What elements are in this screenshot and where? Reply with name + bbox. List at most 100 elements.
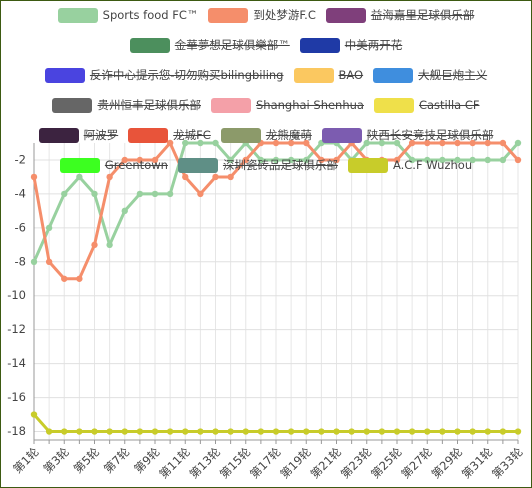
legend-swatch: [177, 157, 218, 173]
legend-label: 益海嘉里足球俱乐部: [370, 8, 475, 22]
x-tick-label: 第31轮: [459, 444, 496, 481]
series-point: [257, 156, 265, 164]
legend-swatch: [325, 7, 366, 23]
series-point: [30, 258, 38, 265]
legend-swatch: [57, 7, 98, 23]
series-point: [514, 156, 522, 164]
series-point: [333, 428, 340, 435]
legend-label: 深圳瓷砖品足球俱乐部: [222, 158, 338, 172]
series-point: [484, 156, 491, 164]
series-point: [227, 173, 234, 181]
series-point: [408, 428, 416, 435]
legend-label: 龙熊魔萌: [265, 128, 312, 142]
series-point: [393, 139, 401, 147]
series-point: [454, 156, 461, 164]
series-point: [424, 156, 431, 164]
series-point: [363, 139, 370, 147]
series-point: [499, 139, 507, 147]
x-tick-label: 第1轮: [10, 444, 42, 476]
series-point: [469, 139, 476, 147]
legend-label: 阿波罗: [83, 128, 119, 142]
series-point: [227, 428, 234, 435]
series-point: [408, 156, 416, 164]
series-point: [439, 139, 446, 147]
legend-item[interactable]: 阿波罗: [38, 127, 119, 143]
series-point: [76, 428, 83, 435]
legend-item[interactable]: Sports food FC™: [57, 7, 199, 23]
series-point: [408, 139, 416, 147]
legend-swatch: [220, 127, 261, 143]
legend-label: Greentown: [104, 158, 168, 172]
legend-item[interactable]: 金華夢想足球俱樂部™: [129, 37, 290, 53]
legend-swatch: [347, 157, 388, 173]
legend-label: 金華夢想足球俱樂部™: [174, 38, 290, 52]
legend-item[interactable]: 深圳瓷砖品足球俱乐部: [177, 157, 338, 173]
series-point: [136, 428, 144, 435]
series-point: [45, 428, 53, 435]
y-tick-label: -4: [15, 186, 26, 200]
series-point: [393, 428, 401, 435]
y-tick-label: -2: [15, 152, 26, 166]
legend-label: BAO: [338, 68, 364, 82]
legend-label: 反诈中心提示您-切勿购买bilingbiling: [89, 68, 284, 82]
x-tick-label: 第7轮: [101, 444, 133, 476]
series-point: [227, 156, 234, 164]
series-point: [30, 411, 38, 418]
series-point: [151, 428, 159, 435]
legend-item[interactable]: 龙城FC: [128, 127, 211, 143]
series-point: [212, 428, 219, 435]
legend-item[interactable]: 大舰巨炮主义: [373, 67, 487, 83]
series-point: [121, 428, 128, 435]
series-point: [182, 173, 189, 181]
x-tick-label: 第19轮: [277, 444, 314, 481]
legend-swatch: [373, 67, 414, 83]
legend-label: 大舰巨炮主义: [418, 68, 488, 82]
legend-swatch: [293, 67, 334, 83]
legend-swatch: [321, 127, 362, 143]
legend-item[interactable]: Greentown: [59, 157, 168, 173]
legend-item[interactable]: 中美两开花: [299, 37, 403, 53]
x-tick-label: 第17轮: [247, 444, 284, 481]
legend-item[interactable]: 陕西长安竞技足球俱乐部: [321, 127, 493, 143]
series-point: [166, 428, 174, 435]
legend-item[interactable]: BAO: [293, 67, 364, 83]
legend-item[interactable]: 到处梦游F.C: [208, 7, 316, 23]
series-point: [76, 275, 83, 282]
legend-label: Sports food FC™: [102, 8, 199, 22]
series-point: [106, 173, 113, 181]
legend-label: Shanghai Shenhua: [255, 98, 364, 112]
series-point: [272, 139, 280, 147]
legend-item[interactable]: 益海嘉里足球俱乐部: [325, 7, 475, 23]
legend-swatch: [373, 97, 414, 113]
legend-item[interactable]: 反诈中心提示您-切勿购买bilingbiling: [44, 67, 284, 83]
legend-item[interactable]: Shanghai Shenhua: [210, 97, 364, 113]
series-point: [318, 428, 325, 435]
series-point: [333, 156, 340, 164]
legend-label: 中美两开花: [344, 38, 403, 52]
legend-swatch: [128, 127, 169, 143]
series-point: [91, 241, 98, 249]
series-point: [348, 428, 355, 435]
series-point: [182, 428, 189, 435]
y-tick-label: -18: [7, 424, 26, 438]
legend-item[interactable]: Castilla CF: [373, 97, 480, 113]
legend-swatch: [44, 67, 85, 83]
series-point: [106, 241, 113, 249]
series-point: [121, 156, 128, 164]
series-point: [439, 428, 446, 435]
series-point: [61, 190, 68, 198]
series-point: [272, 428, 280, 435]
legend-swatch: [299, 37, 340, 53]
series-point: [272, 156, 280, 164]
legend-swatch: [210, 97, 251, 113]
legend-item[interactable]: 贵州恒丰足球俱乐部: [52, 97, 201, 113]
legend-item[interactable]: A.C.F Wuzhou: [347, 157, 472, 173]
y-tick-label: -12: [7, 322, 26, 336]
legend-swatch: [38, 127, 79, 143]
x-tick-label: 第29轮: [429, 444, 466, 481]
series-point: [197, 428, 204, 435]
x-tick-label: 第27轮: [398, 444, 435, 481]
legend-item[interactable]: 龙熊魔萌: [220, 127, 312, 143]
series-point: [499, 156, 507, 164]
